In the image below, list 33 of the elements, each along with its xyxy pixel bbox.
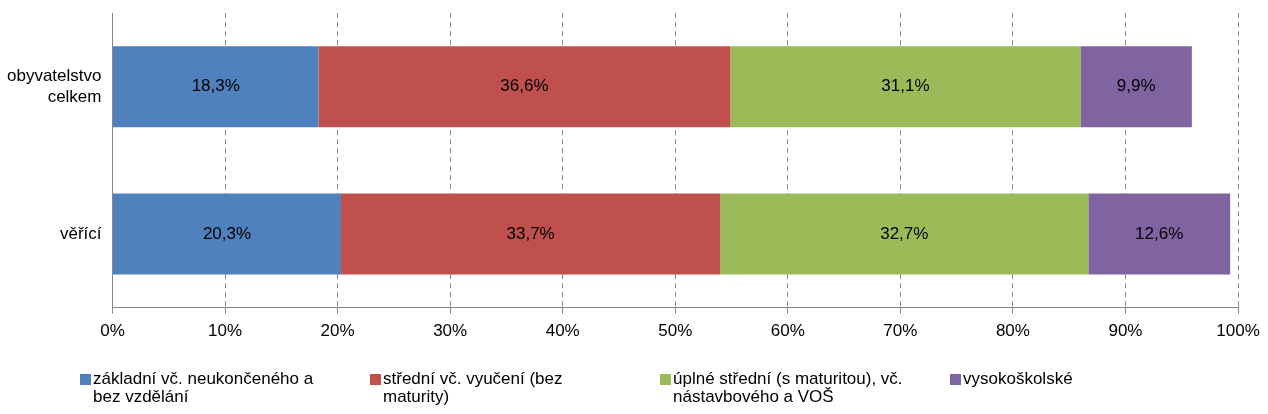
x-tick-label: 10% bbox=[208, 321, 243, 341]
bar bbox=[720, 193, 1089, 275]
x-tick-label: 50% bbox=[658, 321, 693, 341]
bar bbox=[730, 46, 1081, 128]
y-tick-label: věřící bbox=[59, 223, 102, 243]
data-label: 18,3% bbox=[191, 76, 240, 96]
bar bbox=[340, 193, 721, 275]
x-tick-label: 80% bbox=[995, 321, 1030, 341]
bar bbox=[113, 193, 341, 275]
data-label: 36,6% bbox=[500, 76, 549, 96]
data-label: 31,1% bbox=[881, 76, 930, 96]
data-label: 33,7% bbox=[506, 223, 555, 243]
data-label: 9,9% bbox=[1116, 76, 1156, 96]
legend-label: střední vč. vyučení (bez maturity) bbox=[383, 369, 564, 406]
x-tick-label: 0% bbox=[100, 321, 125, 341]
legend-label: základní vč. neukončeného a bez vzdělání bbox=[93, 369, 315, 406]
bar bbox=[1080, 46, 1192, 128]
data-label: 20,3% bbox=[202, 223, 252, 243]
data-label: 12,6% bbox=[1135, 223, 1184, 243]
x-tick-label: 60% bbox=[770, 321, 805, 341]
x-tick-label: 70% bbox=[883, 321, 918, 341]
x-tick-label: 100% bbox=[1216, 321, 1260, 341]
data-label: 32,7% bbox=[880, 223, 929, 243]
bar bbox=[113, 46, 319, 128]
x-tick-label: 20% bbox=[320, 321, 355, 341]
x-tick-label: 90% bbox=[1108, 321, 1143, 341]
x-tick-label: 40% bbox=[545, 321, 580, 341]
x-tick-label: 30% bbox=[433, 321, 468, 341]
y-tick-label: obyvatelstvo celkem bbox=[7, 66, 102, 106]
legend-label: úplné střední (s maturitou), vč. nástavbového a VOŠ bbox=[673, 369, 904, 406]
bar bbox=[318, 46, 731, 128]
legend-label: vysokoškolské bbox=[963, 369, 1074, 388]
bar bbox=[1088, 193, 1231, 275]
